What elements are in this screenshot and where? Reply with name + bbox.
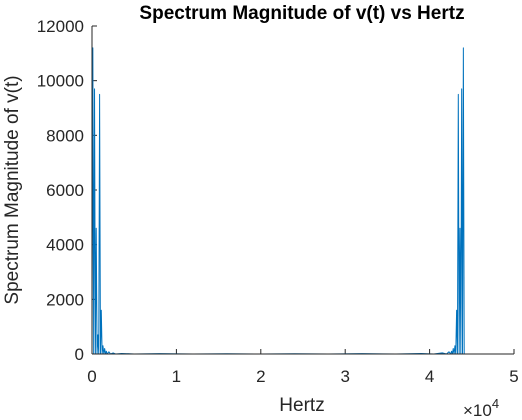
y-tick-label: 4000 xyxy=(46,236,84,255)
x-tick-label: 0 xyxy=(87,367,96,386)
x-axis-ticks: 0 1 2 3 4 5 xyxy=(87,349,519,386)
y-tick-label: 6000 xyxy=(46,181,84,200)
x-tick-label: 1 xyxy=(172,367,181,386)
x-axis-label: Hertz xyxy=(279,395,324,416)
series-line xyxy=(91,47,465,355)
x-tick-label: 3 xyxy=(340,367,349,386)
x-exponent-label: ×104 xyxy=(463,396,499,420)
x-tick-label: 4 xyxy=(425,367,434,386)
plot-series xyxy=(91,47,465,355)
y-tick-label: 10000 xyxy=(37,72,84,91)
x-tick-label: 2 xyxy=(256,367,265,386)
y-tick-label: 12000 xyxy=(37,17,84,36)
y-tick-label: 2000 xyxy=(46,290,84,309)
x-tick-label: 5 xyxy=(509,367,518,386)
y-axis-ticks: 0 2000 4000 6000 8000 10000 12000 xyxy=(37,17,97,364)
y-tick-label: 8000 xyxy=(46,126,84,145)
chart-title: Spectrum Magnitude of v(t) vs Hertz xyxy=(139,3,464,24)
y-tick-label: 0 xyxy=(75,345,84,364)
y-axis-label: Spectrum Magnitude of v(t) xyxy=(2,75,23,304)
